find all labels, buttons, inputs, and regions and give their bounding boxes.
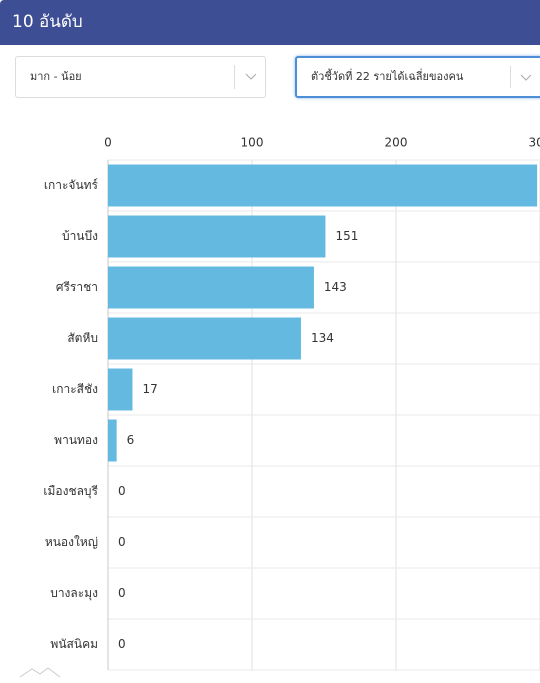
separator [510,66,511,88]
bar [108,419,117,462]
chart: 0 100 200 300 เกาะจันทร์บ้านบึง 151 ศรีราชา 143… [19,136,540,678]
value-label: 6 [127,433,135,447]
y-tick-label: พนัสนิคม [50,637,98,651]
value-label: 0 [118,637,126,651]
x-tick-label: 0 [104,136,112,150]
bar [108,164,538,207]
indicator-dropdown[interactable]: ตัวชี้วัดที่ 22 รายได้เฉลี่ยของคน [295,56,540,98]
value-label: 17 [142,382,157,396]
x-tick-label: 200 [385,136,408,150]
separator [234,65,235,89]
header-title: 10 อันดับ [0,0,540,45]
chevron [245,73,257,80]
value-label: 134 [311,331,334,345]
value-label: 143 [324,280,347,294]
value-label: 151 [335,229,358,243]
y-tick-label: บางละมุง [50,586,98,601]
y-tick-label: พานทอง [54,433,98,447]
indicator-value: ตัวชี้วัดที่ 22 รายได้เฉลี่ยของคน [311,70,464,83]
logo-icon [19,667,61,678]
x-tick-label: 100 [241,136,264,150]
sort-value: มาก - น้อย [30,70,82,83]
y-tick-label: สัตหีบ [67,331,98,345]
value-label: 0 [118,586,126,600]
y-tick-label: บ้านบึง [62,229,98,243]
chevron [520,74,532,81]
y-tick-label: หนองใหญ่ [45,535,98,549]
bar [108,368,133,411]
bar [108,317,301,360]
sort-dropdown[interactable]: มาก - น้อย [15,56,266,98]
y-tick-label: เกาะสีชัง [52,382,98,396]
y-tick-label: เมืองชลบุรี [43,484,98,499]
y-tick-label: ศรีราชา [56,280,98,294]
value-label: 0 [118,484,126,498]
y-tick-label: เกาะจันทร์ [44,178,99,192]
x-tick-label: 300 [529,136,540,150]
bar [108,215,326,258]
value-label: 0 [118,535,126,549]
bar [108,266,314,309]
